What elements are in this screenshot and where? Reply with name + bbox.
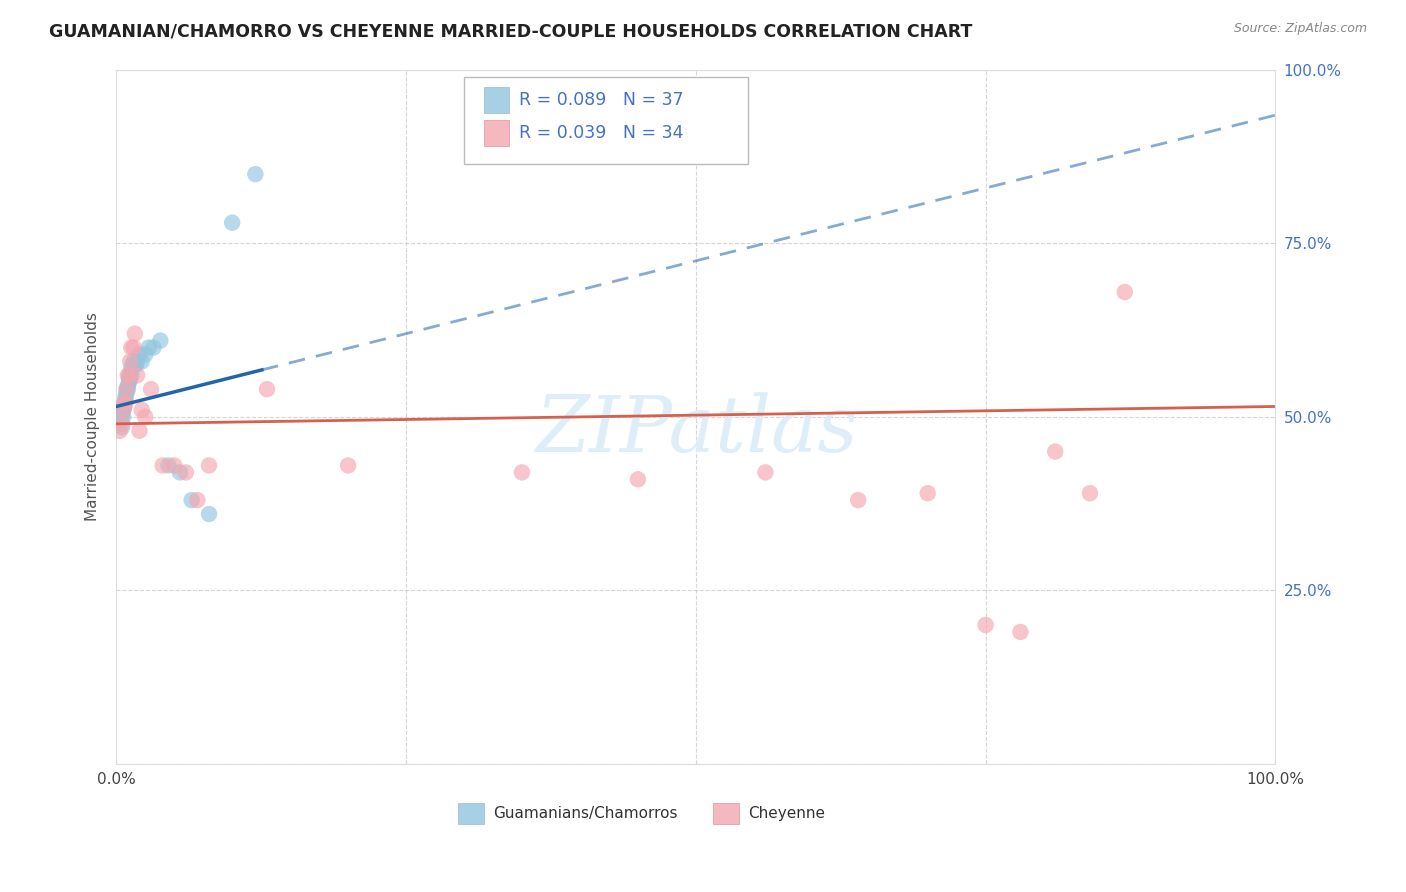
Text: R = 0.039   N = 34: R = 0.039 N = 34 — [519, 124, 683, 142]
Point — [128, 424, 150, 438]
Point — [149, 334, 172, 348]
Point — [127, 368, 149, 383]
Point — [118, 372, 141, 386]
Point — [112, 403, 135, 417]
Point — [112, 396, 135, 410]
Point — [112, 409, 135, 424]
Y-axis label: Married-couple Households: Married-couple Households — [86, 312, 100, 521]
Point — [120, 368, 142, 383]
Point — [198, 507, 221, 521]
Point — [124, 326, 146, 341]
Point — [115, 382, 138, 396]
Point — [139, 382, 162, 396]
Point — [111, 406, 134, 420]
Bar — [484, 120, 509, 146]
Point — [917, 486, 939, 500]
Point — [131, 403, 153, 417]
Point — [108, 424, 131, 438]
FancyBboxPatch shape — [464, 77, 748, 164]
Point — [163, 458, 186, 473]
Text: Cheyenne: Cheyenne — [748, 806, 825, 822]
Text: R = 0.089   N = 37: R = 0.089 N = 37 — [519, 91, 683, 109]
Bar — [458, 804, 484, 824]
Point — [114, 389, 136, 403]
Point — [198, 458, 221, 473]
Point — [124, 358, 146, 372]
Point — [112, 400, 135, 414]
Point — [138, 341, 160, 355]
Point — [1078, 486, 1101, 500]
Point — [221, 216, 243, 230]
Point — [122, 354, 145, 368]
Point — [122, 341, 145, 355]
Point — [108, 406, 131, 420]
Point — [974, 618, 997, 632]
Bar — [484, 87, 509, 113]
Point — [256, 382, 278, 396]
Point — [169, 466, 191, 480]
Text: GUAMANIAN/CHAMORRO VS CHEYENNE MARRIED-COUPLE HOUSEHOLDS CORRELATION CHART: GUAMANIAN/CHAMORRO VS CHEYENNE MARRIED-C… — [49, 22, 973, 40]
Point — [110, 413, 132, 427]
Point — [127, 354, 149, 368]
Point — [117, 382, 139, 396]
Bar — [713, 804, 738, 824]
Point — [118, 375, 141, 389]
Point — [111, 420, 134, 434]
Point — [1045, 444, 1067, 458]
Point — [142, 341, 165, 355]
Point — [152, 458, 174, 473]
Point — [120, 361, 142, 376]
Point — [157, 458, 180, 473]
Point — [245, 167, 267, 181]
Point — [115, 385, 138, 400]
Point — [111, 417, 134, 431]
Point — [117, 378, 139, 392]
Point — [114, 396, 136, 410]
Point — [117, 368, 139, 383]
Point — [114, 392, 136, 407]
Text: Guamanians/Chamorros: Guamanians/Chamorros — [494, 806, 678, 822]
Point — [120, 368, 142, 383]
Point — [510, 466, 533, 480]
Point — [131, 354, 153, 368]
Point — [1010, 624, 1032, 639]
Point — [118, 368, 141, 383]
Point — [134, 347, 156, 361]
Point — [186, 493, 208, 508]
Point — [128, 347, 150, 361]
Text: Source: ZipAtlas.com: Source: ZipAtlas.com — [1233, 22, 1367, 36]
Point — [174, 466, 197, 480]
Point — [120, 341, 142, 355]
Point — [134, 409, 156, 424]
Point — [112, 396, 135, 410]
Point — [337, 458, 360, 473]
Point — [112, 403, 135, 417]
Point — [120, 354, 142, 368]
Point — [121, 358, 143, 372]
Point — [115, 382, 138, 396]
Point — [846, 493, 869, 508]
Text: ZIPatlas: ZIPatlas — [534, 392, 858, 469]
Point — [120, 372, 142, 386]
Point — [180, 493, 202, 508]
Point — [627, 472, 650, 486]
Point — [754, 466, 776, 480]
Point — [1114, 285, 1136, 299]
Point — [125, 358, 148, 372]
